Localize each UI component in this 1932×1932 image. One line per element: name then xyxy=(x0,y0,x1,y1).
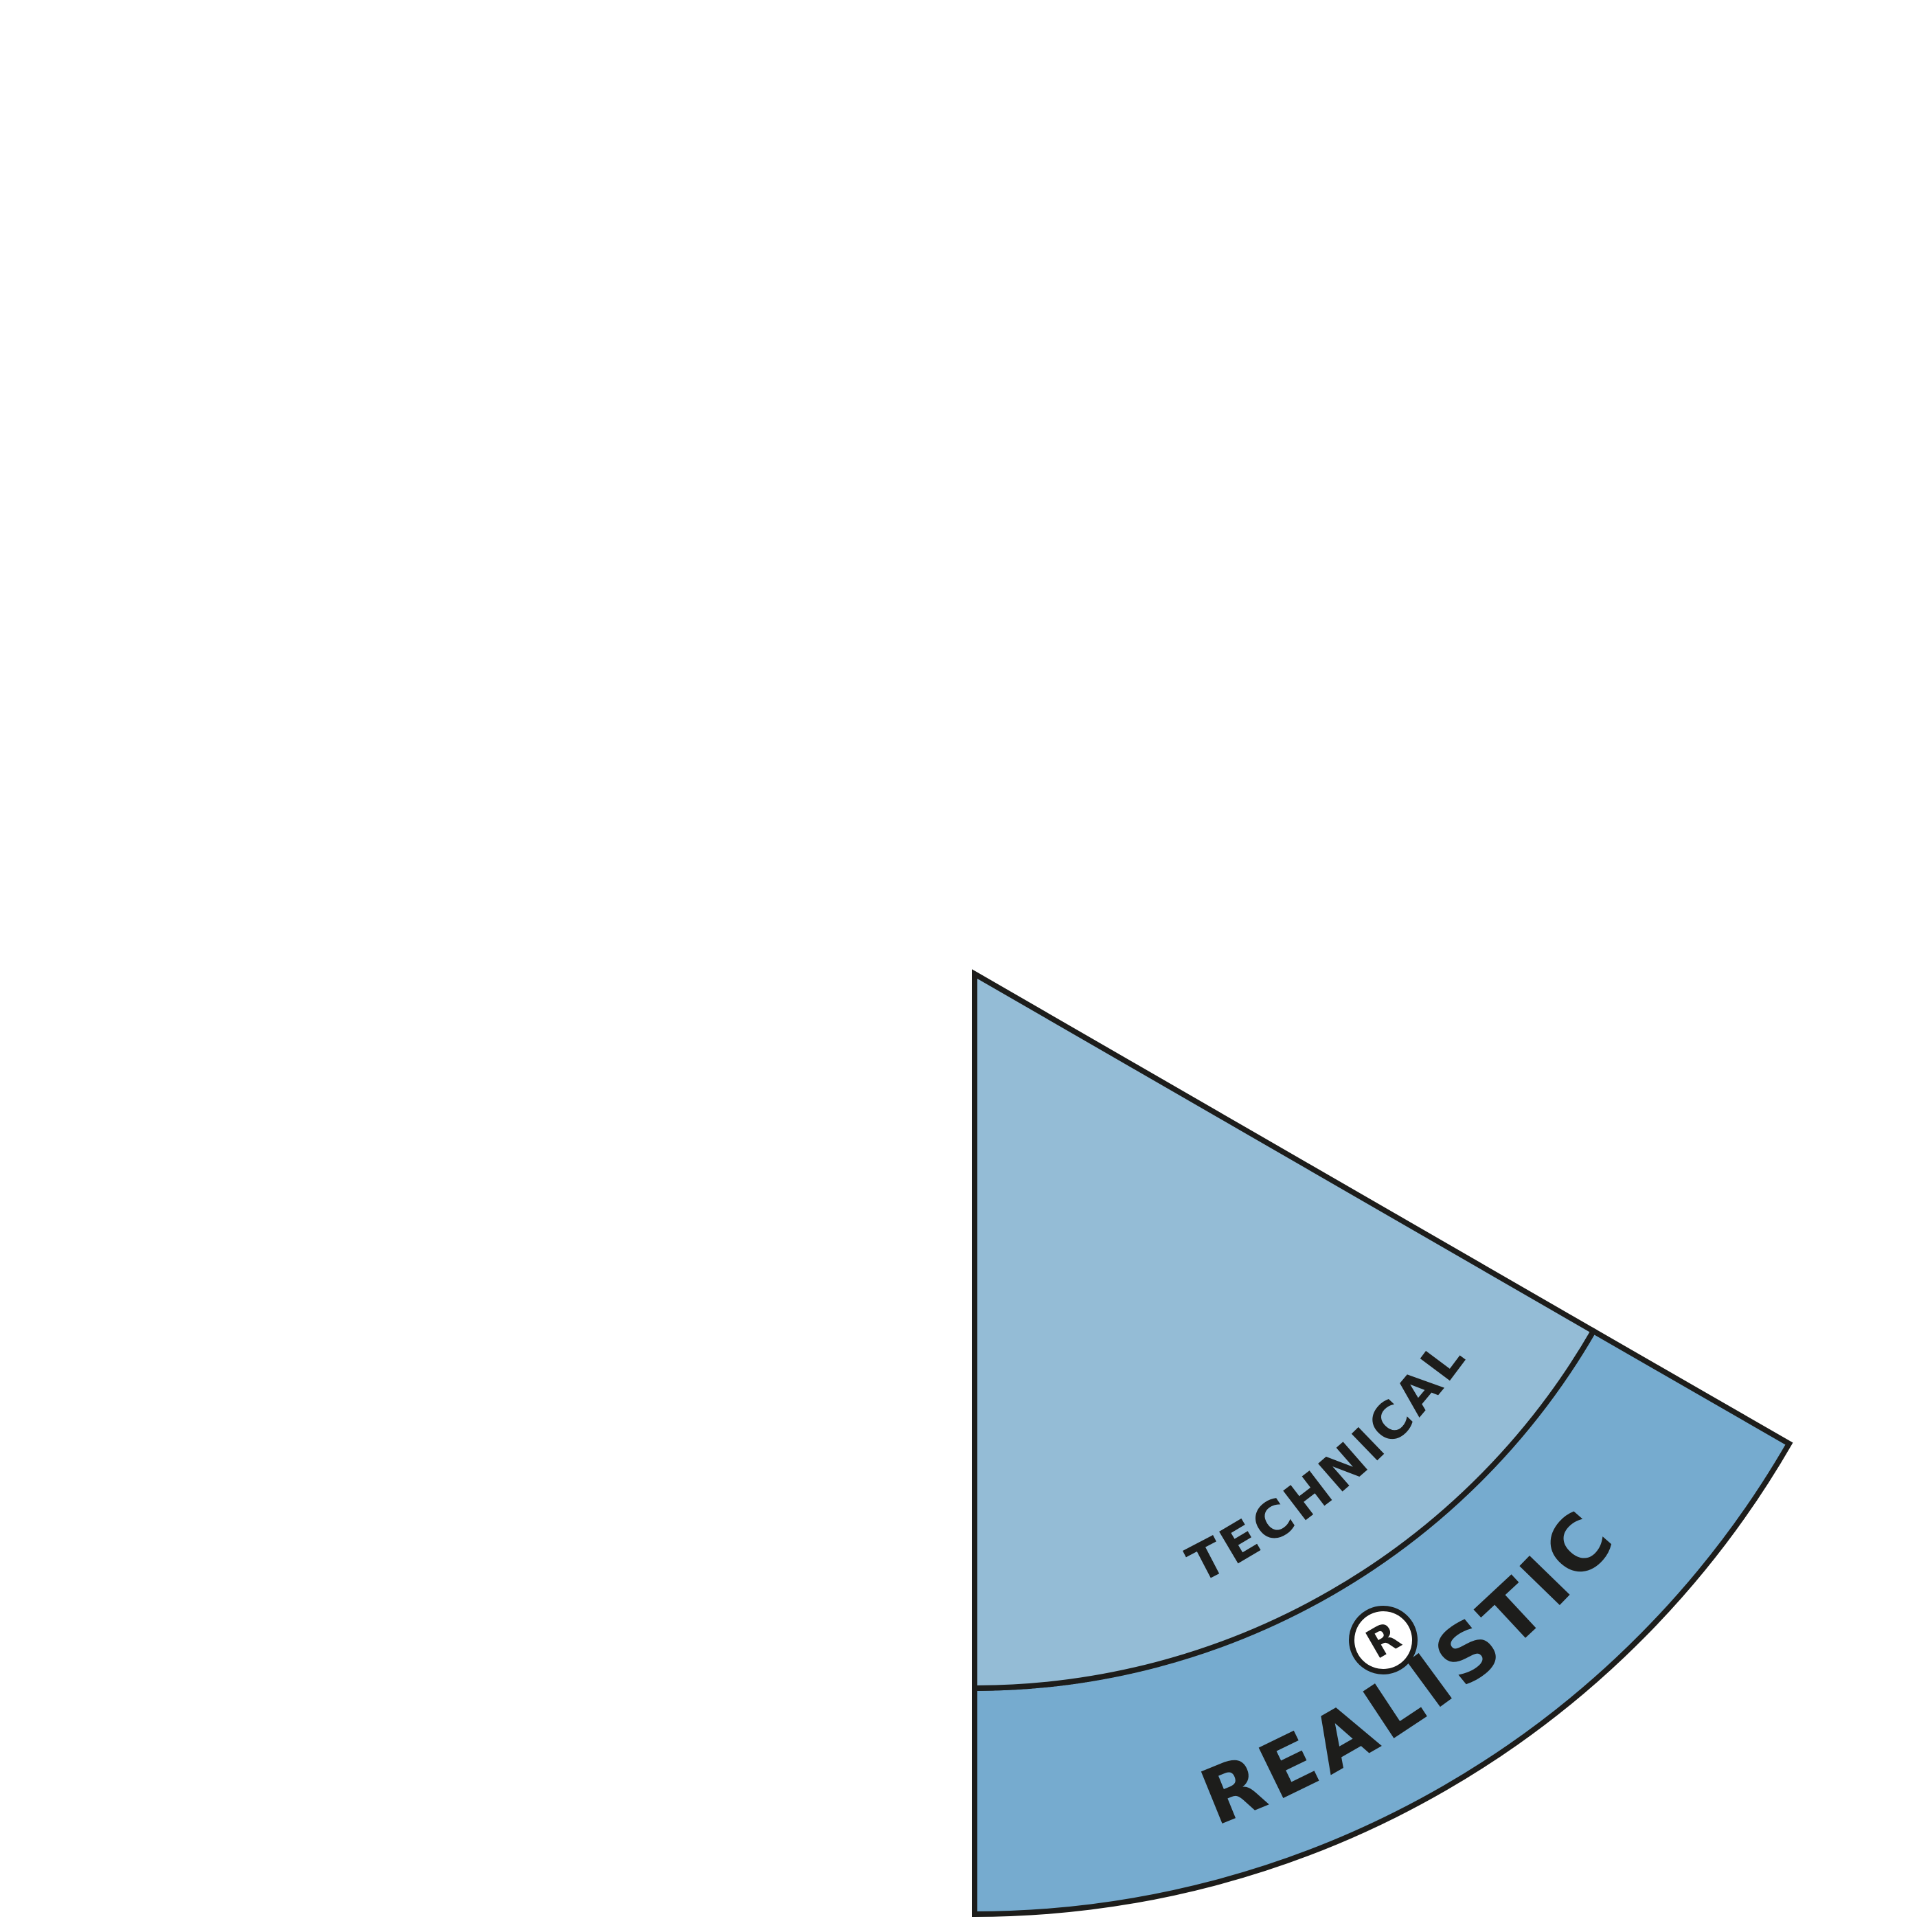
inner-band-technical xyxy=(972,969,1598,1692)
registered-mark-badge: R xyxy=(1349,1606,1418,1674)
registered-mark-circle xyxy=(1349,1606,1418,1674)
